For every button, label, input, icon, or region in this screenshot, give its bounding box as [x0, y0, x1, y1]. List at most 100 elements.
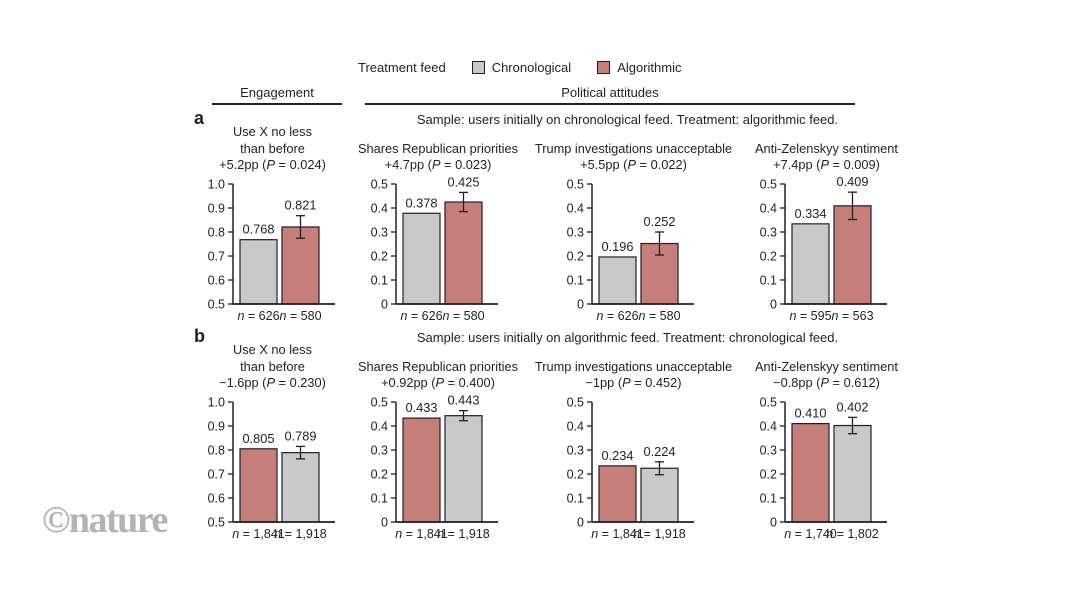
- chart-anti-zelenskyy-a-error-bar: [847, 191, 857, 221]
- chart-republican-priorities-a-title: Shares Republican priorities +4.7pp (P = …: [353, 130, 523, 174]
- chart-use-x-b-value-label: 0.789: [284, 428, 316, 443]
- chart-anti-zelenskyy-b-ytick: 0.5: [759, 396, 776, 410]
- chart-anti-zelenskyy-b-ytick: 0.2: [759, 468, 776, 482]
- chart-anti-zelenskyy-b-bar-chronological: [832, 424, 872, 523]
- chart-use-x-a-effect-line: +5.2pp (P = 0.024): [219, 157, 326, 173]
- chart-anti-zelenskyy-a-n-label: n = 595: [789, 309, 831, 323]
- chart-republican-priorities-b-plot: 0 0.1 0.2 0.3 0.4 0.5 0.433 n = 1,841 0.443 n = 1…: [371, 393, 498, 541]
- chart-republican-priorities-a-ytick: 0: [381, 298, 388, 312]
- chart-use-x-a-bar-chronological: [239, 239, 278, 305]
- chart-republican-priorities-a-error-bar: [459, 191, 468, 213]
- chart-republican-priorities-b-title-line: Shares Republican priorities: [357, 358, 519, 374]
- chart-republican-priorities-b-value-label: 0.443: [447, 393, 479, 408]
- chart-anti-zelenskyy-b-value-label: 0.410: [794, 406, 826, 421]
- chart-anti-zelenskyy-b-n-label: n = 1,802: [826, 527, 879, 541]
- chart-trump-investigations-a-ytick: 0: [577, 298, 584, 312]
- chart-trump-investigations-b-n-label: n = 1,918: [633, 527, 686, 541]
- chart-anti-zelenskyy-b-bar-algorithmic: [790, 423, 830, 523]
- chart-trump-investigations-b-plot: 0 0.1 0.2 0.3 0.4 0.5 0.234 n = 1,841 0.224 n = 1…: [566, 396, 694, 541]
- chart-republican-priorities-a-bar-chronological: [402, 212, 441, 305]
- chart-trump-investigations-b: Trump investigations unacceptable −1pp (P…: [531, 348, 736, 552]
- chart-use-x-b-bar-chronological: [281, 452, 320, 523]
- chart-trump-investigations-a-ytick: 0.3: [566, 226, 583, 240]
- legend-label-algorithmic: Algorithmic: [617, 60, 682, 75]
- chart-use-x-b-ytick: 0.9: [208, 420, 225, 434]
- chart-anti-zelenskyy-a-title: Anti-Zelenskyy sentiment +7.4pp (P = 0.00…: [744, 130, 909, 174]
- chart-trump-investigations-b-title-line: Trump investigations unacceptable: [534, 358, 733, 374]
- chart-use-x-b-n-label: n = 1,841: [232, 527, 285, 541]
- chart-use-x-a-ytick: 0.5: [208, 298, 225, 312]
- chart-trump-investigations-b-title: Trump investigations unacceptable −1pp (P…: [531, 348, 736, 392]
- chart-anti-zelenskyy-b-plot: 0 0.1 0.2 0.3 0.4 0.5 0.410 n = 1,740 0.402 n = 1…: [759, 396, 887, 541]
- legend-item-chronological: Chronological: [471, 60, 571, 75]
- chart-trump-investigations-a-error-bar: [654, 231, 664, 256]
- legend-item-algorithmic: Algorithmic: [597, 60, 681, 75]
- chart-anti-zelenskyy-a-ytick: 0.5: [759, 178, 776, 192]
- chart-anti-zelenskyy-b: Anti-Zelenskyy sentiment −0.8pp (P = 0.61…: [744, 348, 909, 552]
- chart-republican-priorities-a-effect-line: +4.7pp (P = 0.023): [384, 157, 492, 173]
- chart-use-x-a-n-label: n = 580: [279, 309, 321, 323]
- chart-republican-priorities-b-ytick: 0.1: [371, 492, 388, 506]
- chart-anti-zelenskyy-b-error-bar: [847, 416, 857, 435]
- chart-republican-priorities-a-ytick: 0.5: [371, 178, 388, 192]
- chart-use-x-a-title-line: than before: [240, 140, 305, 156]
- chart-anti-zelenskyy-a-n-label: n = 563: [831, 309, 873, 323]
- chart-trump-investigations-a: Trump investigations unacceptable +5.5pp …: [531, 130, 736, 334]
- chart-use-x-b-ytick: 1.0: [208, 396, 225, 410]
- chart-trump-investigations-b-ytick: 0: [577, 516, 584, 530]
- chart-trump-investigations-a-title: Trump investigations unacceptable +5.5pp …: [531, 130, 736, 174]
- chart-republican-priorities-a-title-line: Shares Republican priorities: [357, 140, 519, 156]
- chart-republican-priorities-b-ytick: 0.5: [371, 396, 388, 410]
- chart-anti-zelenskyy-a: Anti-Zelenskyy sentiment +7.4pp (P = 0.00…: [744, 130, 909, 334]
- chart-republican-priorities-a-ytick: 0.2: [371, 250, 388, 264]
- chart-use-x-b-value-label: 0.805: [242, 431, 274, 446]
- chart-use-x-b-bar-algorithmic: [239, 448, 278, 523]
- chart-republican-priorities-b-effect-line: +0.92pp (P = 0.400): [381, 375, 495, 391]
- panel-a-label: a: [194, 108, 205, 128]
- chart-anti-zelenskyy-a-effect-line: +7.4pp (P = 0.009): [773, 157, 880, 173]
- chart-anti-zelenskyy-a-value-label: 0.409: [836, 174, 868, 189]
- chart-trump-investigations-b-effect-line: −1pp (P = 0.452): [585, 375, 682, 391]
- nature-logo: ©nature: [42, 499, 168, 541]
- chart-republican-priorities-b: Shares Republican priorities +0.92pp (P =…: [353, 348, 523, 552]
- chart-trump-investigations-a-ytick: 0.4: [566, 202, 583, 216]
- chart-republican-priorities-b-n-label: n = 1,918: [437, 527, 490, 541]
- chart-use-x-a-ytick: 0.6: [208, 274, 225, 288]
- chart-trump-investigations-a-title-line: Trump investigations unacceptable: [534, 140, 733, 156]
- chart-use-x-a-plot: 0.5 0.6 0.7 0.8 0.9 1.0 0.768 n = 626 0.821 n = 5…: [208, 178, 335, 323]
- panel-b: b Sample: users initially on algorithmic…: [0, 322, 1066, 552]
- chart-trump-investigations-b-bar-chronological: [639, 467, 679, 523]
- chart-republican-priorities-a-ytick: 0.4: [371, 202, 388, 216]
- chart-anti-zelenskyy-b-effect-line: −0.8pp (P = 0.612): [773, 375, 880, 391]
- chart-republican-priorities-a-plot: 0 0.1 0.2 0.3 0.4 0.5 0.378 n = 626 0.425 n = 580: [371, 174, 498, 323]
- chart-use-x-b-ytick: 0.6: [208, 492, 225, 506]
- chart-republican-priorities-a-ytick: 0.1: [371, 274, 388, 288]
- chart-anti-zelenskyy-b-title-line: Anti-Zelenskyy sentiment: [755, 358, 898, 374]
- chart-use-x-b-plot: 0.5 0.6 0.7 0.8 0.9 1.0 0.805 n = 1,841 0.789 n =…: [208, 396, 335, 541]
- chart-trump-investigations-b-ytick: 0.1: [566, 492, 583, 506]
- chart-trump-investigations-a-value-label: 0.252: [643, 214, 675, 229]
- chart-trump-investigations-b-n-label: n = 1,841: [591, 527, 644, 541]
- chart-use-x-b-ytick: 0.5: [208, 516, 225, 530]
- chart-anti-zelenskyy-b-n-label: n = 1,740: [784, 527, 837, 541]
- chart-use-x-a-error-bar: [296, 215, 305, 239]
- chart-republican-priorities-b-ytick: 0: [381, 516, 388, 530]
- chart-trump-investigations-b-ytick: 0.5: [566, 396, 583, 410]
- chart-republican-priorities-a: Shares Republican priorities +4.7pp (P = …: [353, 130, 523, 334]
- section-header-engagement: Engagement: [212, 85, 342, 105]
- chart-republican-priorities-b-ytick: 0.2: [371, 468, 388, 482]
- chart-trump-investigations-b-error-bar: [654, 461, 664, 476]
- chart-use-x-b-n-label: n = 1,918: [274, 527, 327, 541]
- chart-anti-zelenskyy-a-ytick: 0: [770, 298, 777, 312]
- chart-anti-zelenskyy-a-plot: 0 0.1 0.2 0.3 0.4 0.5 0.334 n = 595 0.409 n = 563: [759, 174, 887, 323]
- chart-trump-investigations-b-ytick: 0.4: [566, 420, 583, 434]
- chart-anti-zelenskyy-a-bar-algorithmic: [832, 205, 872, 305]
- chart-anti-zelenskyy-a-ytick: 0.2: [759, 250, 776, 264]
- chart-trump-investigations-b-ytick: 0.3: [566, 444, 583, 458]
- chart-trump-investigations-a-ytick: 0.5: [566, 178, 583, 192]
- section-header-political-attitudes-label: Political attitudes: [561, 85, 659, 100]
- chart-anti-zelenskyy-a-title-line: Anti-Zelenskyy sentiment: [755, 140, 898, 156]
- chart-anti-zelenskyy-a-bar-chronological: [790, 223, 830, 305]
- chart-trump-investigations-b-value-label: 0.234: [601, 448, 633, 463]
